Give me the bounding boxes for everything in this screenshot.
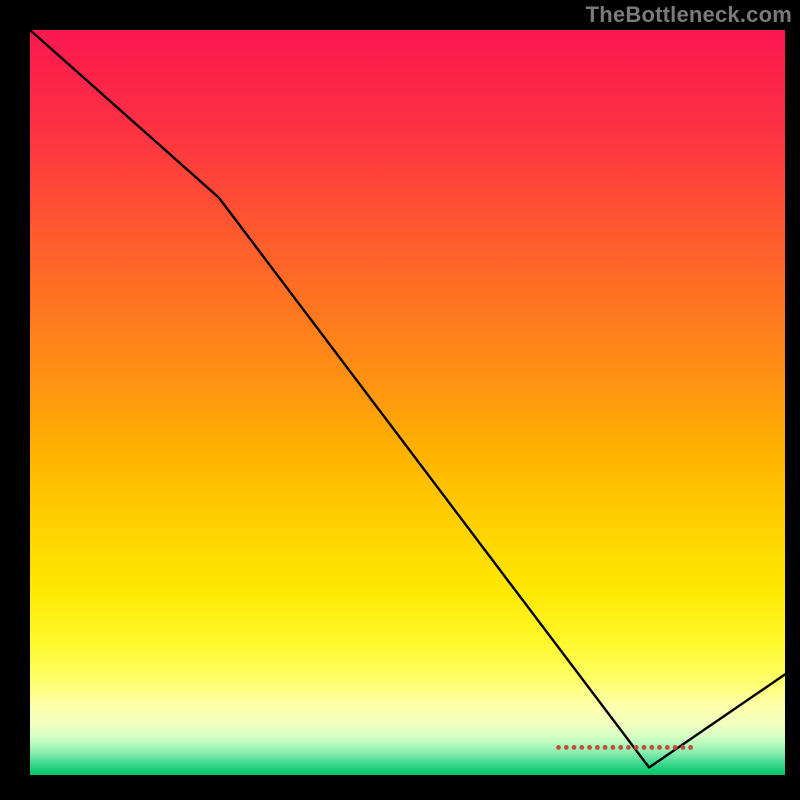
watermark-text: TheBottleneck.com <box>586 2 792 28</box>
chart-canvas: TheBottleneck.com <box>0 0 800 800</box>
chart-svg <box>0 0 800 800</box>
gradient-background <box>30 30 785 775</box>
